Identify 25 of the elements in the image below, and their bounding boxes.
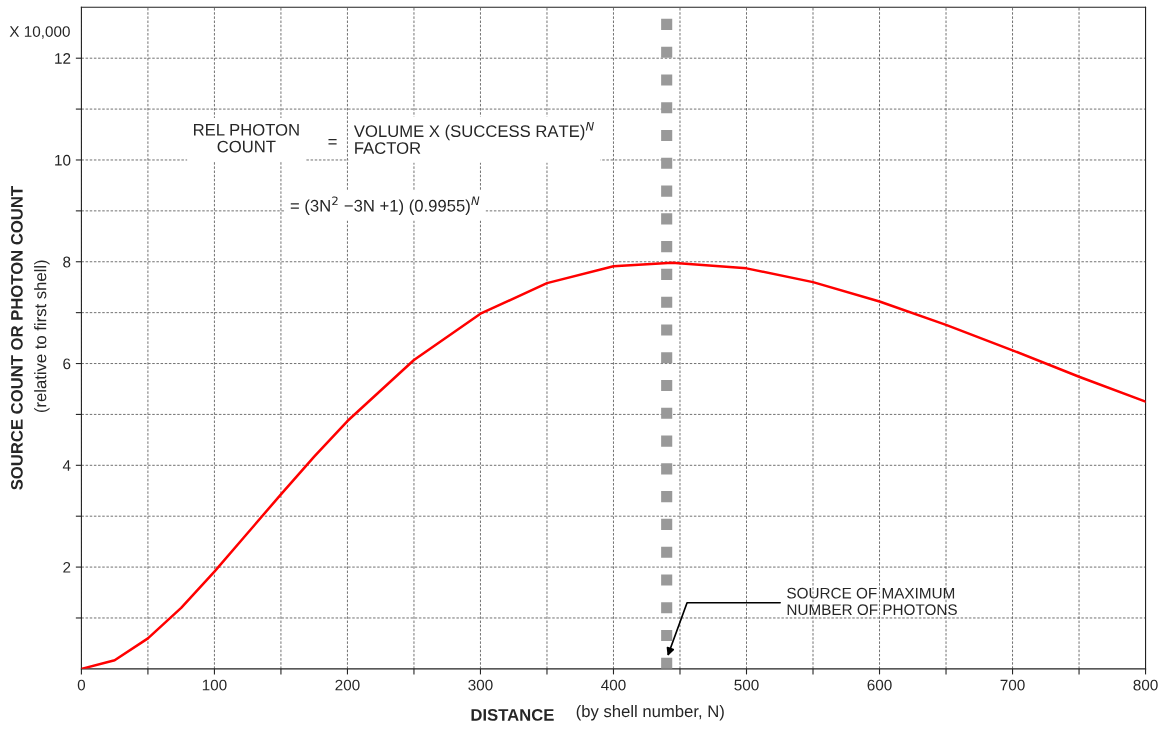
y-tick-label: 8	[63, 256, 71, 268]
y-tick-label: 6	[63, 358, 71, 370]
annotation: SOURCE OF MAXIMUM NUMBER OF PHOTONS	[787, 587, 957, 616]
x-tick-label: 0	[77, 679, 86, 691]
y-tick-label: 4	[62, 460, 71, 471]
text: VOLUME X (SUCCESS RATE)$^{N}$ FACTOR	[353, 122, 594, 154]
y-tick-label: 12	[55, 53, 71, 64]
x-tick-label: 300	[468, 679, 493, 691]
y-axis-title: SOURCE COUNT OR PHOTON COUNT	[10, 186, 23, 490]
annotation: =	[328, 139, 337, 145]
x-tick-label: 700	[1000, 679, 1025, 691]
x-tick-label: 400	[601, 679, 626, 691]
x-tick-label: 100	[202, 679, 227, 691]
x-tick-label: 800	[1133, 679, 1158, 691]
x-tick-label: 200	[335, 679, 360, 691]
y-tick-label: 2	[63, 561, 71, 573]
annotation: REL PHOTON COUNT	[194, 123, 299, 153]
y-tick-label: 10	[55, 154, 71, 166]
x-tick-label: 600	[867, 679, 892, 691]
text: (relative to first shell)	[34, 260, 50, 413]
x-tick-label: 500	[734, 679, 759, 691]
text: (by shell number, N)	[576, 704, 724, 721]
text: X 10,000	[9, 26, 70, 39]
x-axis-title: DISTANCE	[471, 709, 554, 721]
annotation: = (3N$^{2}$ −3N +1) (0.9955)$^{N}$	[290, 196, 480, 215]
